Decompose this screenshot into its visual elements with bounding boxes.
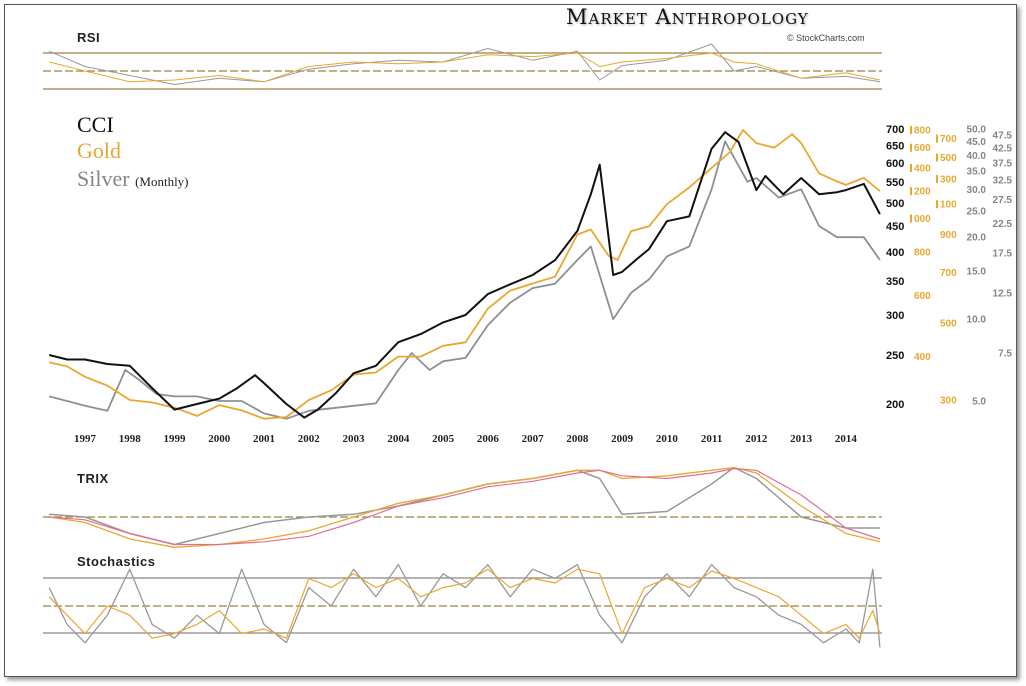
- silver-axis-tick: 22.5: [993, 219, 1013, 230]
- silver-axis-tick: 10.0: [967, 315, 987, 326]
- gold-axis-tick: 500: [940, 319, 957, 330]
- silver-axis-tick: 42.5: [993, 144, 1013, 155]
- gold-axis-tick: 100: [940, 200, 957, 211]
- x-tick-label: 1997: [74, 433, 97, 445]
- gold-axis-thousand-mark: [910, 163, 912, 172]
- gold-axis-thousand-mark: [910, 187, 912, 196]
- legend-silver-text: Silver: [77, 166, 130, 191]
- silver-axis-tick: 25.0: [967, 206, 987, 217]
- x-tick-label: 1999: [164, 433, 187, 445]
- rsi-gold-line: [49, 52, 881, 83]
- stoch-gold-line: [48, 568, 881, 639]
- x-tick-label: 2001: [253, 433, 275, 445]
- gold-axis-tick: 200: [914, 187, 931, 198]
- gold-axis-tick: 600: [914, 143, 931, 154]
- x-tick-label: 1998: [119, 433, 142, 445]
- silver-axis-tick: 30.0: [967, 185, 987, 196]
- x-tick-label: 2004: [387, 433, 410, 445]
- legend-gold: Gold: [77, 138, 121, 163]
- silver-axis-tick: 5.0: [972, 397, 986, 408]
- silver-axis-tick: 40.0: [967, 151, 987, 162]
- silver-axis-tick: 37.5: [993, 158, 1013, 169]
- legend-period: (Monthly): [135, 174, 189, 189]
- trix-silver-line: [49, 466, 880, 546]
- gold-axis-tick: 400: [914, 163, 931, 174]
- silver-axis-tick: 35.0: [967, 167, 987, 178]
- silver-axis-tick: 50.0: [967, 125, 987, 136]
- gold-axis-thousand-mark: [936, 134, 938, 143]
- x-tick-label: 2011: [701, 433, 722, 445]
- series-silver-line: [48, 140, 881, 420]
- gold-axis-thousand-mark: [910, 214, 912, 223]
- stochastics-label: Stochastics: [77, 554, 156, 569]
- cci-axis-tick: 450: [886, 221, 904, 233]
- gold-axis-thousand-mark: [910, 143, 912, 152]
- gold-axis-tick: 300: [940, 396, 957, 407]
- x-tick-label: 2013: [790, 433, 813, 445]
- cci-axis-tick: 700: [886, 124, 904, 136]
- trix-gold-line: [49, 466, 881, 548]
- gold-axis-tick: 400: [914, 352, 931, 363]
- trix-label: TRIX: [77, 471, 109, 486]
- gold-axis-tick: 500: [940, 153, 957, 164]
- rsi-silver-line: [49, 43, 880, 85]
- x-tick-label: 2002: [298, 433, 321, 445]
- chart-frame: [4, 4, 1017, 677]
- cci-axis-tick: 600: [886, 158, 904, 170]
- x-tick-label: 2000: [208, 433, 231, 445]
- silver-axis-tick: 17.5: [993, 249, 1013, 260]
- x-tick-label: 2012: [745, 433, 768, 445]
- cci-axis-tick: 350: [886, 276, 904, 288]
- cci-axis-tick: 250: [886, 350, 904, 362]
- silver-axis-tick: 32.5: [993, 175, 1013, 186]
- cci-axis-tick: 550: [886, 177, 904, 189]
- rsi-label: RSI: [77, 30, 101, 45]
- gold-axis-thousand-mark: [936, 153, 938, 162]
- cci-axis-tick: 400: [886, 247, 904, 259]
- x-tick-label: 2003: [343, 433, 366, 445]
- gold-axis-tick: 700: [940, 134, 957, 145]
- silver-axis-tick: 27.5: [993, 195, 1013, 206]
- x-tick-label: 2005: [432, 433, 455, 445]
- legend-silver: Silver (Monthly): [77, 166, 189, 194]
- gold-axis-thousand-mark: [910, 126, 912, 134]
- x-tick-label: 2010: [656, 433, 679, 445]
- x-tick-label: 2007: [522, 433, 545, 445]
- silver-axis-tick: 47.5: [993, 131, 1013, 142]
- cci-axis-tick: 500: [886, 198, 904, 210]
- trix-signal-line: [49, 468, 881, 546]
- silver-axis-tick: 12.5: [993, 288, 1013, 299]
- gold-axis-tick: 600: [914, 291, 931, 302]
- copyright: © StockCharts.com: [787, 33, 865, 43]
- gold-axis-tick: 300: [940, 175, 957, 186]
- gold-axis-thousand-mark: [936, 200, 938, 209]
- cci-axis-tick: 200: [886, 399, 904, 411]
- x-tick-label: 2006: [477, 433, 500, 445]
- gold-axis-tick: 800: [914, 126, 931, 137]
- cci-axis-tick: 300: [886, 310, 904, 322]
- series-cci-line: [48, 131, 881, 419]
- silver-axis-tick: 15.0: [967, 267, 987, 278]
- brand-logo: Market Anthropology: [566, 5, 809, 29]
- silver-axis-tick: 20.0: [967, 233, 987, 244]
- legend-cci: CCI: [77, 112, 114, 137]
- x-tick-label: 2008: [566, 433, 589, 445]
- gold-axis-thousand-mark: [936, 175, 938, 184]
- silver-axis-tick: 45.0: [967, 137, 987, 148]
- gold-axis-tick: 800: [914, 248, 931, 259]
- silver-axis-tick: 7.5: [998, 349, 1012, 360]
- gold-axis-tick: 700: [940, 268, 957, 279]
- x-tick-label: 2009: [611, 433, 634, 445]
- cci-axis-tick: 650: [886, 140, 904, 152]
- x-tick-label: 2014: [835, 433, 858, 445]
- gold-axis-tick: 000: [914, 214, 931, 225]
- series-gold-line: [49, 129, 881, 420]
- gold-axis-tick: 900: [940, 230, 957, 241]
